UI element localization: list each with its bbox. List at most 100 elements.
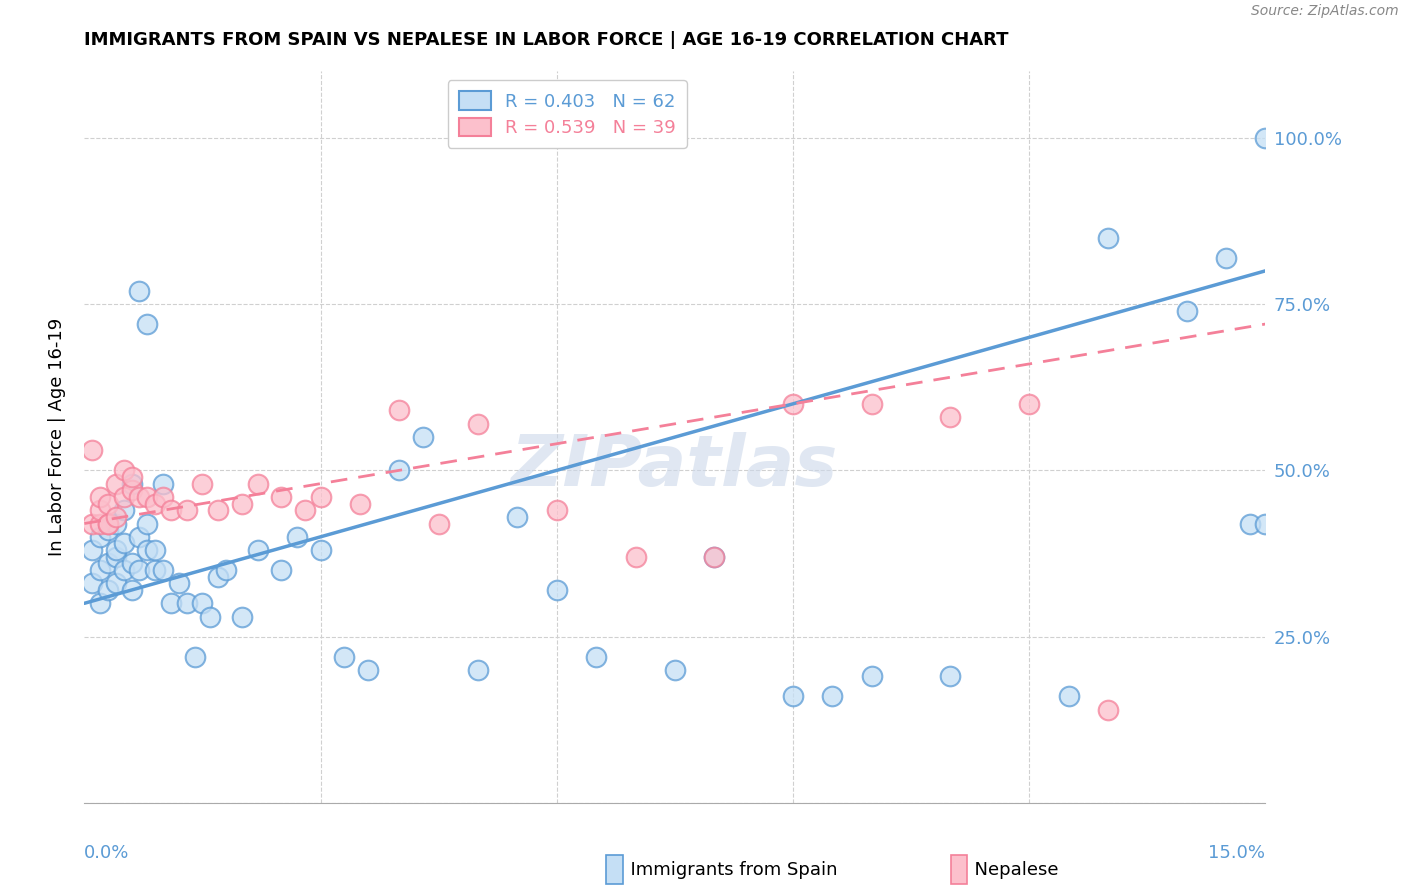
Point [546,503,568,517]
Point [104,476,127,491]
Point [1239,516,1261,531]
Point [388,463,411,477]
Point [1097,230,1119,244]
Point [506,509,529,524]
Point [128,490,150,504]
Point [121,470,143,484]
Text: Immigrants from Spain: Immigrants from Spain [619,861,837,879]
Text: 0.0%: 0.0% [84,844,129,862]
Point [89,530,111,544]
Point [82,543,104,558]
Point [152,490,174,504]
Point [121,476,143,491]
Point [357,663,380,677]
Point [128,563,150,577]
Point [183,649,205,664]
Point [285,530,308,544]
Point [143,563,166,577]
Point [112,463,135,477]
Point [97,557,120,571]
Point [97,523,120,537]
Text: Nepalese: Nepalese [963,861,1059,879]
Text: ZIPatlas: ZIPatlas [512,432,838,500]
Point [270,490,292,504]
Point [97,516,120,531]
Point [97,516,120,531]
Point [121,483,143,498]
Point [782,397,804,411]
Point [294,503,316,517]
Point [143,543,166,558]
Point [860,397,883,411]
Point [200,609,222,624]
Point [246,543,269,558]
Point [128,530,150,544]
Point [136,317,159,331]
Point [270,563,292,577]
Y-axis label: In Labor Force | Age 16-19: In Labor Force | Age 16-19 [48,318,66,557]
Point [112,503,135,517]
Point [136,516,159,531]
Point [624,549,647,564]
Point [191,476,214,491]
Point [89,596,111,610]
Point [176,503,198,517]
Point [167,576,190,591]
Point [112,490,135,504]
Point [703,549,725,564]
Point [104,509,127,524]
Point [1175,303,1198,318]
Legend: R = 0.403   N = 62, R = 0.539   N = 39: R = 0.403 N = 62, R = 0.539 N = 39 [447,80,688,148]
Text: Source: ZipAtlas.com: Source: ZipAtlas.com [1251,4,1399,19]
Point [104,543,127,558]
Point [112,536,135,550]
Point [136,490,159,504]
Point [160,596,183,610]
Point [89,563,111,577]
Point [309,543,332,558]
Point [467,663,489,677]
Point [82,576,104,591]
Point [215,563,238,577]
Point [1057,690,1080,704]
Point [333,649,356,664]
Point [191,596,214,610]
Point [121,582,143,597]
Point [939,669,962,683]
Point [1254,131,1277,145]
Point [1018,397,1040,411]
Text: 15.0%: 15.0% [1208,844,1265,862]
Point [427,516,450,531]
Text: IMMIGRANTS FROM SPAIN VS NEPALESE IN LABOR FORCE | AGE 16-19 CORRELATION CHART: IMMIGRANTS FROM SPAIN VS NEPALESE IN LAB… [84,31,1010,49]
Point [97,497,120,511]
Point [664,663,686,677]
Point [82,443,104,458]
Point [939,410,962,425]
Point [176,596,198,610]
Point [782,690,804,704]
Point [412,430,434,444]
Point [231,609,253,624]
Point [89,516,111,531]
Point [1215,251,1237,265]
Point [585,649,607,664]
Point [821,690,844,704]
Point [89,503,111,517]
Point [104,549,127,564]
Point [152,563,174,577]
Point [207,503,229,517]
Point [136,543,159,558]
Point [546,582,568,597]
Point [246,476,269,491]
Point [703,549,725,564]
Point [231,497,253,511]
Point [388,403,411,417]
Point [1254,516,1277,531]
Point [97,582,120,597]
Point [128,284,150,298]
Point [121,557,143,571]
Point [349,497,371,511]
Point [82,516,104,531]
Point [160,503,183,517]
Point [860,669,883,683]
